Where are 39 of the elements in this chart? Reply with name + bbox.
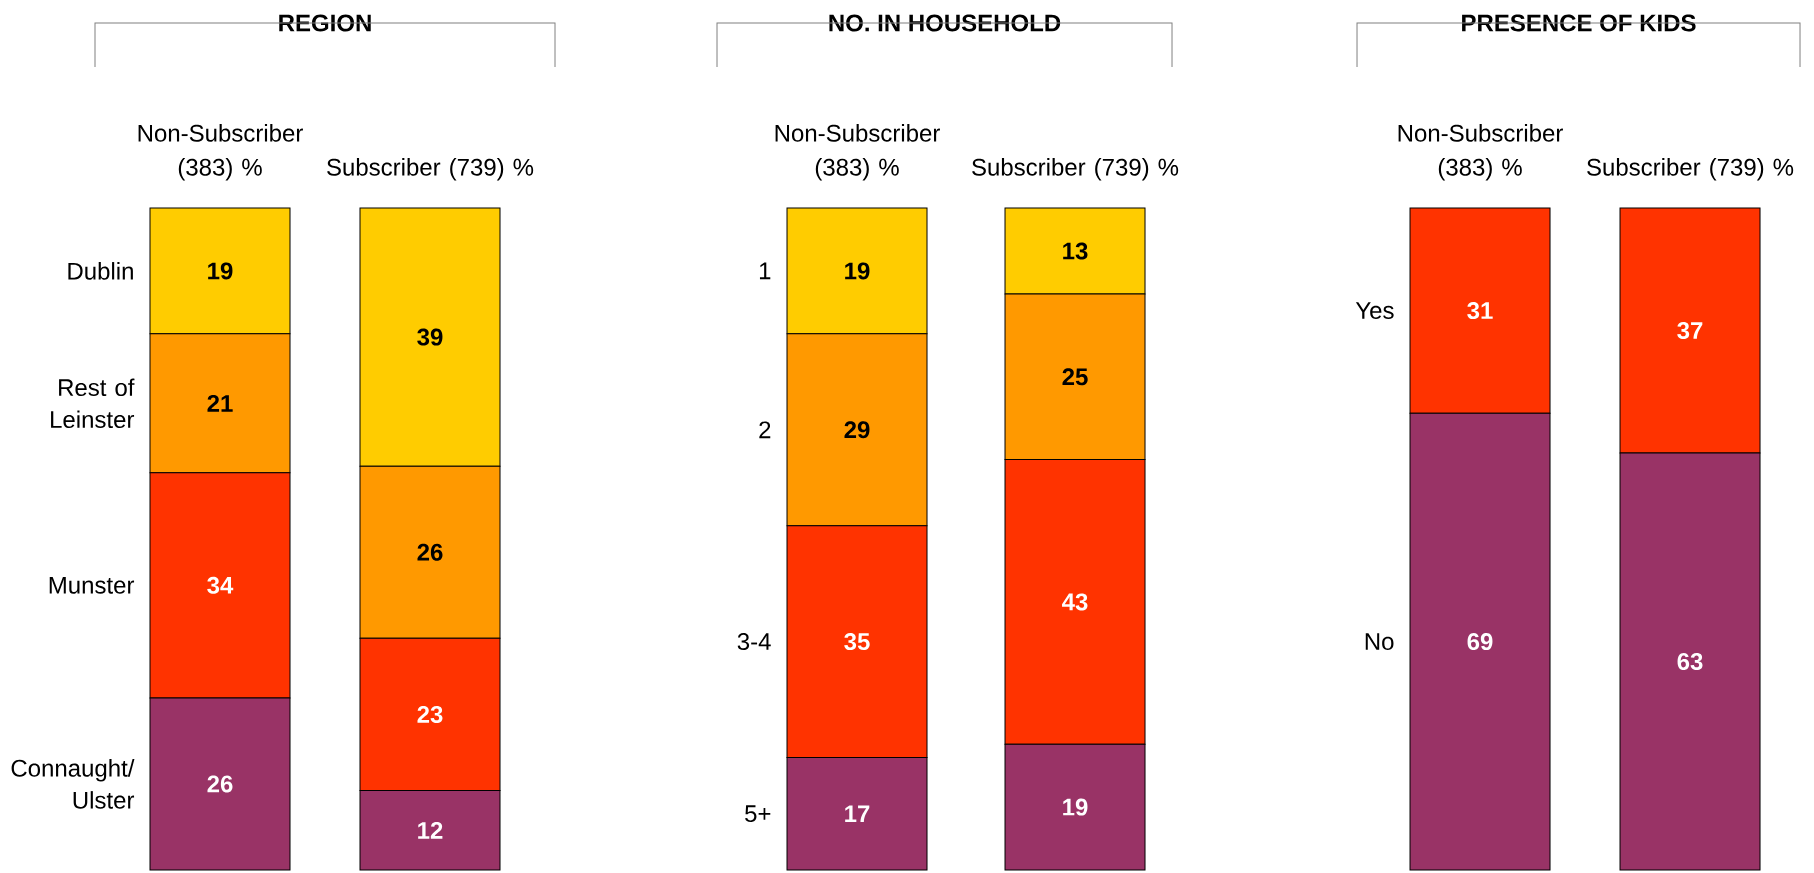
data-label: 39	[417, 328, 443, 346]
data-label: 35	[844, 633, 870, 651]
data-label: 26	[207, 775, 233, 793]
data-label: 43	[1062, 593, 1088, 611]
data-label: 19	[845, 262, 870, 280]
data-label: 69	[1467, 633, 1493, 651]
data-label: 17	[845, 805, 870, 822]
data-label: 34	[207, 576, 234, 594]
x-tick-label: Non-Subscriber (383) %	[1398, 124, 1563, 181]
series-label: Dublin	[68, 262, 133, 280]
data-label: 31	[1467, 302, 1493, 320]
chart-title: NO. IN HOUSEHOLD	[829, 14, 1061, 32]
chart-title: PRESENCE OF KIDS	[1462, 14, 1696, 32]
series-label: Yes	[1355, 302, 1394, 319]
series-label: 5+	[745, 805, 771, 823]
series-label: No	[1365, 633, 1394, 650]
x-tick-label: Non-Subscriber (383) %	[775, 124, 940, 181]
x-tick-label: Non-Subscriber (383) %	[138, 124, 303, 181]
series-label: Rest of Leinster	[51, 378, 135, 429]
data-label: 63	[1677, 652, 1703, 670]
x-tick-label: Subscriber (739) %	[972, 158, 1179, 181]
series-label: Connaught/ Ulster	[11, 759, 135, 809]
data-label: 26	[417, 543, 443, 561]
x-tick-label: Subscriber (739) %	[1587, 158, 1794, 181]
series-label: 3-4	[737, 633, 771, 651]
chart-title: REGION	[279, 14, 371, 32]
data-label: 13	[1063, 242, 1088, 260]
series-label: Munster	[49, 576, 135, 594]
data-label: 19	[1063, 798, 1088, 816]
data-label: 25	[1062, 368, 1088, 386]
data-label: 12	[418, 821, 443, 839]
data-label: 29	[844, 421, 870, 439]
data-label: 21	[207, 394, 233, 412]
data-label: 37	[1677, 321, 1703, 339]
data-label: 19	[208, 262, 233, 280]
series-label: 2	[759, 421, 771, 439]
data-label: 23	[417, 705, 443, 723]
x-tick-label: Subscriber (739) %	[327, 158, 534, 181]
series-label: 1	[759, 262, 771, 280]
